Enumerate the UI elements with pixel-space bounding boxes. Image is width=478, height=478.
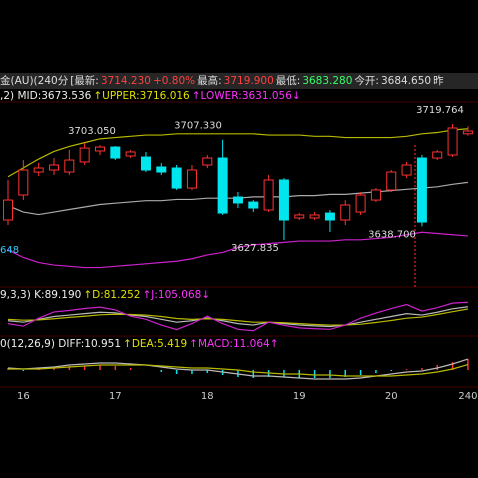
text: ↑LOWER:3631.056↓ [191,90,301,102]
price-annotation: 3707.330 [174,121,222,132]
candle-body [355,194,366,213]
candle-body [462,130,473,135]
edge-label: 648 [0,245,19,256]
candle-body [156,166,167,173]
price-annotation: 3703.050 [68,126,116,137]
text: 3683.280 [302,75,353,87]
text: 今开: [354,75,379,87]
candle-body [401,164,412,176]
candle-body [294,214,305,219]
candle-body [79,147,90,163]
date-label: 240 [458,391,477,402]
candle-body [309,214,320,219]
indicator-line [7,308,469,326]
quote-bar: 金(AU)(240分 [最新: 3714.230 +0.80% 最高: 3719.900 最… [0,73,478,89]
candle-body [125,151,136,157]
candle-body [171,167,182,189]
indicator-line [7,128,468,178]
text: 昨 [433,75,444,87]
date-label: 18 [201,391,214,402]
candle-body [324,212,335,221]
text: 最低: [275,75,301,87]
text: ↑D:81.252 [83,289,141,301]
candle-body [140,156,151,171]
text: [最新: [70,75,99,87]
indicator-line [7,231,468,269]
price-annotation: 3627.835 [231,243,279,254]
date-label: 16 [17,391,30,402]
indicator-line [7,301,468,332]
candle-body [217,157,228,214]
boll-legend: ,2) MID:3673.536 ↑UPPER:3716.016 ↑LOWER:36… [0,89,303,103]
candle-body [64,159,75,173]
price-annotation: 3719.764 [416,105,464,116]
candle-body [18,169,29,196]
candle-body [248,201,259,209]
candle-body [278,179,289,221]
indicator-line [7,358,469,380]
candle-body [370,189,381,201]
candle-body [416,157,427,223]
date-label: 19 [293,391,306,402]
candle-body [386,171,397,191]
candle-body [202,157,213,166]
candle-body [263,179,274,211]
text: ↑MACD:11.064↑ [189,338,279,350]
text: ,2) MID:3673.536 [0,90,92,102]
text: ↑J:105.068↓ [142,289,211,301]
text: ↑DEA:5.419 [123,338,188,350]
kdj-legend: 9,3,3) K:89.190 ↑D:81.252 ↑J:105.068↓ [0,288,212,302]
candle-body [48,164,59,171]
candle-body [110,146,121,159]
text: ↑UPPER:3716.016 [93,90,190,102]
candle-body [232,196,243,204]
price-annotation: 3638.700 [368,229,416,240]
text: 3714.230 [100,75,151,87]
text: 3684.650 [380,75,432,87]
candle-body [432,151,443,159]
text: 0(12,26,9) DIFF:10.951 [0,338,122,350]
indicator-line [8,364,469,377]
text: 3719.900 [223,75,274,87]
text: 最高: [197,75,222,87]
candle-body [447,127,458,156]
indicator-line [7,306,468,328]
candle-body [340,204,351,221]
date-label: 17 [109,391,122,402]
candle-body [3,199,13,221]
text: 9,3,3) K:89.190 [0,289,82,301]
candle-body [33,167,44,173]
candle-body [186,169,197,189]
candle-body [94,146,105,152]
text: +0.80% [152,75,196,87]
text: 金(AU)(240分 [0,75,69,87]
macd-legend: 0(12,26,9) DIFF:10.951 ↑DEA:5.419 ↑MACD:11… [0,337,281,351]
date-label: 20 [385,391,398,402]
